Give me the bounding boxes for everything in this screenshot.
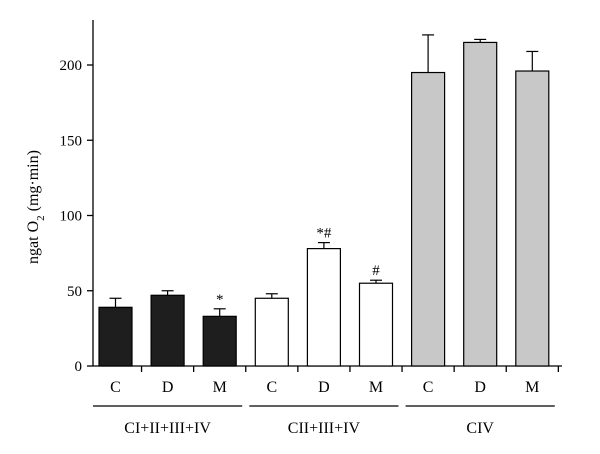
x-tick-label: D: [318, 379, 330, 396]
bar: [463, 41, 498, 367]
x-tick-label: D: [162, 379, 174, 396]
y-tick-label: 0: [75, 359, 83, 375]
y-tick-label: 200: [60, 58, 83, 74]
y-axis-label-tail: (mg·min): [25, 150, 42, 215]
y-tick-label: 150: [60, 133, 83, 149]
svg-text:ngat O2 (mg·min): ngat O2 (mg·min): [25, 150, 47, 264]
y-axis-label-main: ngat O: [25, 221, 42, 264]
x-tick-label: M: [525, 379, 539, 396]
x-tick-label: C: [110, 379, 121, 396]
x-tick-label: C: [266, 379, 277, 396]
labels: C D * M C *# D # M C D M CI+II+III+IV CII+III+IV CIV: [93, 226, 555, 437]
significance-label: #: [372, 263, 380, 279]
bar: [254, 297, 289, 367]
bar: [358, 282, 394, 367]
bar: [411, 71, 446, 367]
x-tick-label: M: [213, 379, 227, 396]
y-axis-label-sub: 2: [35, 215, 47, 221]
significance-label: *: [216, 292, 224, 308]
bar: [98, 306, 133, 367]
x-tick-label: M: [369, 379, 383, 396]
y-tick-label: 50: [67, 284, 82, 300]
group-label: CII+III+IV: [288, 420, 361, 437]
bar: [150, 294, 185, 367]
group-label: CI+II+III+IV: [124, 420, 211, 437]
x-tick-label: C: [423, 379, 434, 396]
x-tick-label: D: [474, 379, 486, 396]
significance-label: *#: [316, 226, 332, 242]
bars: [98, 34, 550, 367]
bar: [515, 70, 550, 367]
y-axis-label: ngat O2 (mg·min): [25, 150, 47, 264]
bar: [306, 248, 341, 367]
y-tick-label: 100: [60, 209, 83, 225]
group-label: CIV: [466, 420, 494, 437]
bar: [202, 315, 237, 367]
